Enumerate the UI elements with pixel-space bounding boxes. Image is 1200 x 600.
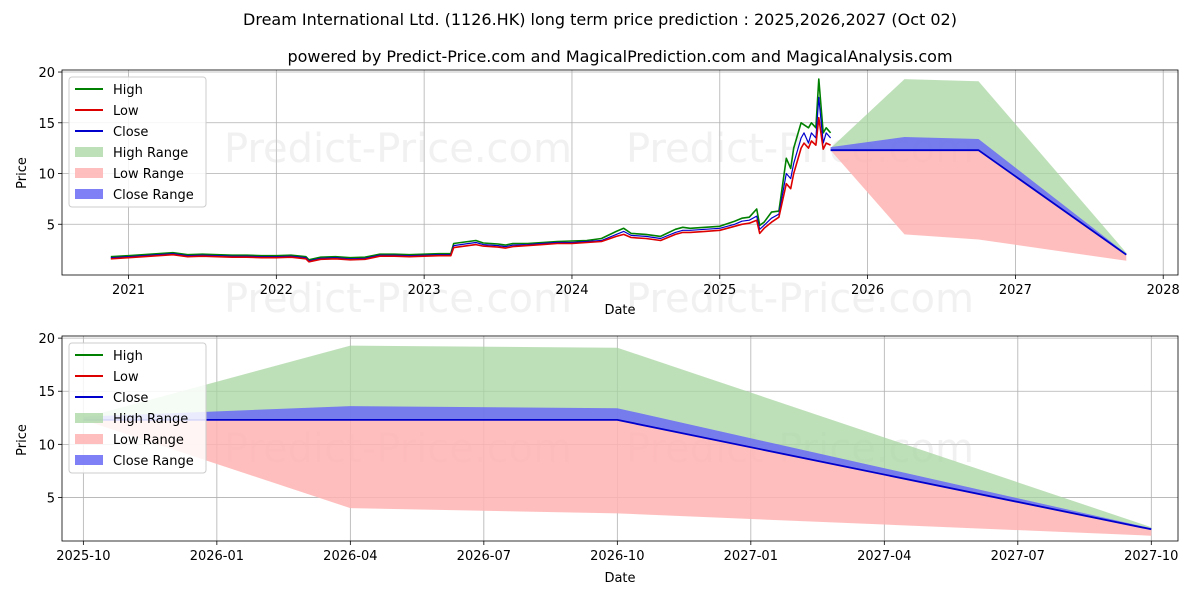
high-range-area: [83, 345, 1152, 530]
bottom-y-axis-label: Price: [15, 424, 30, 456]
close-series-line: [110, 96, 832, 262]
bottom-range-areas: [83, 345, 1152, 536]
legend-label: High: [113, 83, 143, 98]
legend-swatch: [75, 434, 103, 444]
legend-label: High Range: [113, 412, 188, 427]
top-series-lines: [110, 78, 1127, 263]
legend-label: High Range: [113, 146, 188, 161]
legend-label: Low: [113, 104, 139, 119]
x-tick-label: 2026-04: [323, 549, 377, 564]
y-tick-label: 10: [38, 438, 55, 453]
legend-swatch: [75, 413, 103, 423]
legend-box: [68, 76, 207, 208]
top-y-axis-label: Price: [15, 157, 30, 189]
y-tick-label: 20: [38, 332, 55, 347]
top-legend: High Low Close High Range Low Range Close Ran…: [68, 76, 207, 208]
top-chart: Predict-Price.com Predict-Price.com Pred…: [15, 66, 1180, 322]
y-tick-label: 15: [38, 117, 55, 132]
legend-swatch: [75, 147, 103, 157]
watermark: Predict-Price.com: [224, 126, 572, 172]
legend-label: Close: [113, 125, 148, 140]
x-tick-label: 2027: [999, 283, 1032, 298]
low-range-area: [83, 419, 1152, 536]
legend-label: Close: [113, 391, 148, 406]
legend-label: Close Range: [113, 188, 194, 203]
legend-box: [68, 342, 207, 474]
bottom-series-lines: [83, 418, 1152, 531]
x-tick-label: 2025: [703, 283, 736, 298]
high-series-line: [110, 78, 832, 261]
top-range-areas: [830, 79, 1127, 261]
y-tick-label: 15: [38, 385, 55, 400]
y-tick-label: 10: [38, 168, 55, 183]
legend-label: Low Range: [113, 433, 184, 448]
x-tick-label: 2026-10: [590, 549, 644, 564]
x-tick-label: 2027-07: [991, 549, 1045, 564]
x-tick-label: 2025-10: [56, 549, 110, 564]
top-plot-frame: [61, 69, 1179, 276]
watermark: Predict-Price.com: [224, 276, 572, 322]
high-range-area: [830, 79, 1127, 255]
y-tick-label: 5: [47, 491, 55, 506]
x-tick-label: 2027-01: [724, 549, 778, 564]
legend-label: Low Range: [113, 167, 184, 182]
y-tick-label: 5: [47, 218, 55, 233]
watermark: Predict-Price.com: [626, 276, 974, 322]
legend-label: Close Range: [113, 454, 194, 469]
close-range-area: [830, 137, 1127, 255]
legend-label: High: [113, 349, 143, 364]
bottom-legend: High Low Close High Range Low Range Close Ran…: [68, 342, 207, 474]
legend-swatch: [75, 168, 103, 178]
bottom-x-axis-label: Date: [604, 571, 635, 586]
x-tick-label: 2026-07: [457, 549, 511, 564]
close-forecast-line: [830, 149, 1127, 256]
x-tick-label: 2027-04: [857, 549, 911, 564]
bottom-ticks: 2025-10 2026-01 2026-04 2026-07 2026-10 2027-…: [38, 332, 1178, 564]
bottom-chart: Predict-Price.com Predict-Price.com 2025…: [15, 332, 1178, 586]
x-tick-label: 2027-10: [1124, 549, 1178, 564]
y-tick-label: 20: [38, 66, 55, 81]
chart-title: Dream International Ltd. (1126.HK) long …: [243, 10, 957, 29]
x-tick-label: 2022: [260, 283, 293, 298]
low-range-area: [830, 150, 1127, 261]
low-series-line: [110, 116, 831, 263]
x-tick-label: 2021: [112, 283, 145, 298]
bottom-plot-frame: [61, 335, 1179, 542]
legend-swatch: [75, 189, 103, 199]
top-ticks: 2021 2022 2023 2024 2025 2026 2027 2028 5 10 15 20: [38, 66, 1179, 298]
x-tick-label: 2026-01: [190, 549, 244, 564]
x-tick-label: 2028: [1147, 283, 1180, 298]
top-x-axis-label: Date: [604, 303, 635, 318]
x-tick-label: 2024: [555, 283, 588, 298]
x-tick-label: 2023: [408, 283, 441, 298]
legend-swatch: [75, 455, 103, 465]
x-tick-label: 2026: [851, 283, 884, 298]
legend-label: Low: [113, 370, 139, 385]
close-forecast-line: [83, 418, 1152, 531]
chart-subtitle: powered by Predict-Price.com and Magical…: [287, 47, 952, 66]
